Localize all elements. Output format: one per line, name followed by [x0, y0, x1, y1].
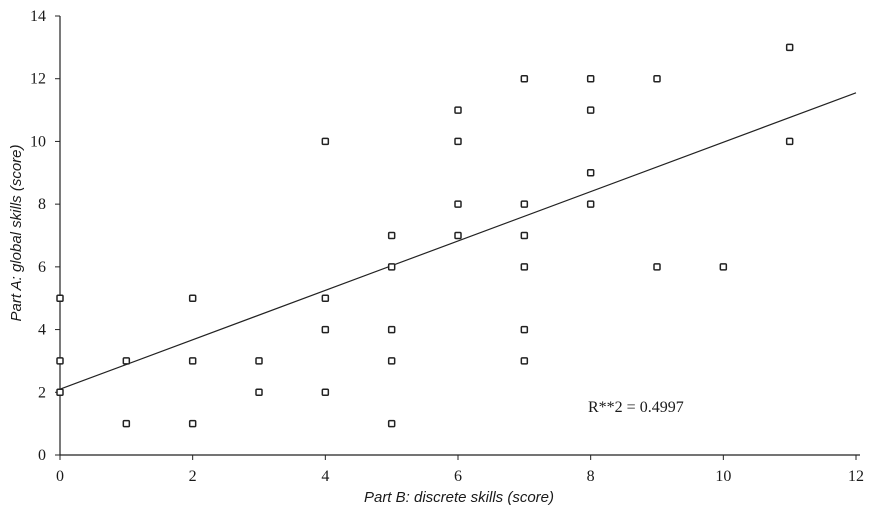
y-tick-label: 12 — [30, 71, 46, 88]
data-point — [321, 294, 330, 302]
x-tick-label: 2 — [189, 468, 197, 485]
data-point — [255, 357, 263, 365]
data-point — [387, 325, 396, 334]
data-point — [454, 106, 462, 114]
x-tick-label: 6 — [454, 468, 462, 485]
y-tick-label: 6 — [38, 259, 46, 276]
data-point — [255, 388, 263, 397]
trendline-group — [59, 92, 857, 390]
data-point — [586, 106, 595, 114]
data-point — [520, 231, 529, 240]
data-point — [454, 200, 462, 208]
data-point — [454, 137, 462, 146]
data-point — [586, 200, 595, 208]
trendline — [59, 92, 857, 390]
data-point — [188, 294, 197, 302]
data-point — [520, 200, 529, 208]
y-tick-label: 14 — [30, 8, 46, 25]
data-point — [321, 137, 330, 146]
data-point — [454, 231, 462, 240]
data-point — [653, 74, 661, 83]
data-point — [188, 419, 197, 428]
data-point — [56, 357, 64, 365]
data-point — [56, 294, 64, 302]
data-point — [122, 419, 131, 428]
data-point — [387, 419, 396, 428]
y-ticks: 0 2 4 6 8 10 12 14 — [30, 8, 60, 464]
data-point — [520, 325, 529, 334]
x-ticks: 0 2 4 6 8 10 12 — [56, 455, 864, 485]
data-point — [321, 388, 330, 397]
y-tick-label: 10 — [30, 133, 46, 150]
axes — [59, 16, 860, 456]
data-point — [586, 74, 595, 83]
r-squared-annotation: R**2 = 0.4997 — [588, 399, 684, 416]
y-tick-label: 4 — [38, 322, 46, 339]
y-tick-label: 2 — [38, 384, 46, 401]
data-point — [387, 263, 396, 271]
data-point — [122, 357, 131, 365]
data-point — [321, 325, 330, 334]
data-point — [188, 357, 197, 365]
data-point — [653, 263, 661, 271]
y-axis-title: Part A: global skills (score) — [8, 144, 25, 321]
x-tick-label: 0 — [56, 468, 64, 485]
data-point — [520, 74, 529, 83]
x-tick-label: 4 — [321, 468, 329, 485]
data-point — [56, 388, 64, 397]
data-point — [387, 357, 396, 365]
x-tick-label: 12 — [848, 468, 864, 485]
data-points — [56, 43, 794, 428]
data-point — [719, 263, 728, 271]
x-tick-label: 10 — [715, 468, 731, 485]
data-point — [520, 357, 529, 365]
data-point — [586, 169, 595, 177]
y-tick-label: 0 — [38, 447, 46, 464]
data-point — [520, 263, 529, 271]
x-axis-title: Part B: discrete skills (score) — [364, 489, 554, 506]
data-point — [387, 231, 396, 240]
data-point — [785, 137, 794, 146]
y-tick-label: 8 — [38, 196, 46, 213]
x-tick-label: 8 — [587, 468, 595, 485]
data-point — [785, 43, 794, 52]
